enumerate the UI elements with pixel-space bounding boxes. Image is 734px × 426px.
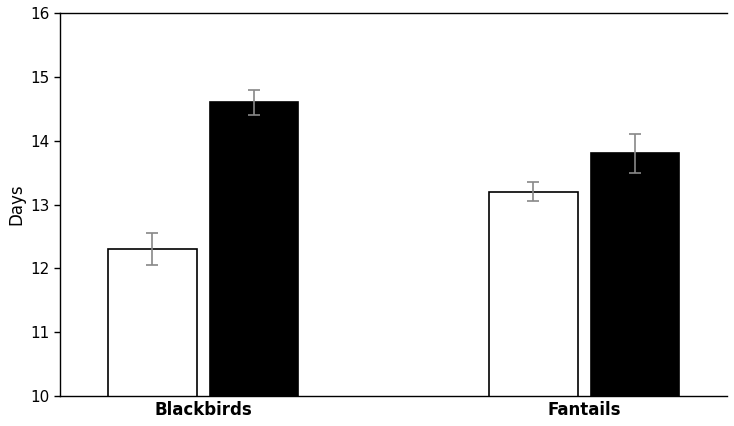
Bar [209,102,299,426]
Bar [591,153,680,426]
Y-axis label: Days: Days [7,184,25,225]
Bar [108,249,197,426]
Bar [489,192,578,426]
